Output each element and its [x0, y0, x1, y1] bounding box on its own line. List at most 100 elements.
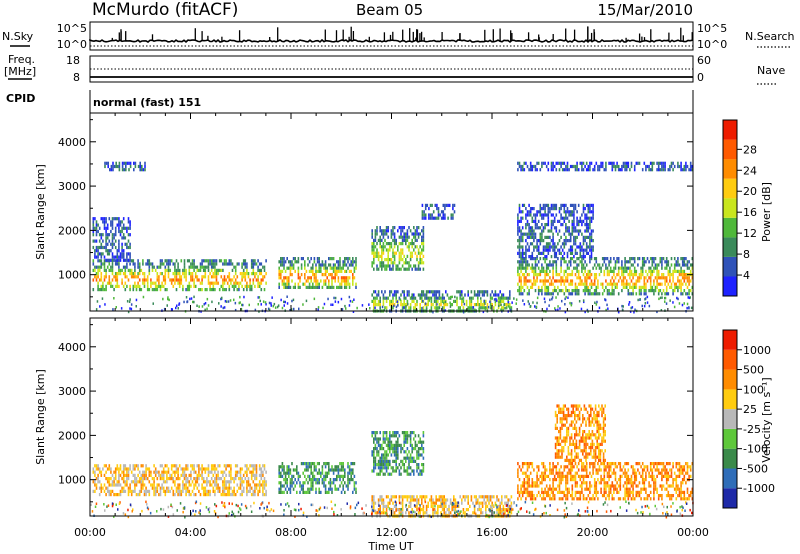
heatmap-cell	[278, 465, 280, 469]
heatmap-cell	[124, 480, 127, 484]
heatmap-cell	[520, 232, 522, 236]
heatmap-cell	[121, 168, 124, 172]
colorbar-tick-label: 16	[743, 206, 757, 219]
heatmap-cell	[408, 511, 410, 515]
heatmap-cell	[214, 259, 216, 263]
heatmap-cell	[242, 303, 244, 307]
heatmap-cell	[477, 303, 479, 307]
heatmap-cell	[616, 273, 618, 277]
heatmap-cell	[537, 273, 540, 277]
heatmap-cell	[106, 242, 109, 246]
heatmap-cell	[398, 258, 401, 262]
heatmap-cell	[589, 232, 591, 236]
heatmap-cell	[116, 249, 119, 253]
heatmap-cell	[382, 434, 385, 438]
heatmap-cell	[387, 242, 389, 246]
heatmap-cell	[134, 284, 136, 288]
heatmap-cell	[145, 486, 147, 490]
heatmap-cell	[523, 260, 526, 264]
heatmap-cell	[244, 278, 247, 282]
heatmap-cell	[417, 450, 420, 454]
heatmap-cell	[465, 303, 468, 307]
heatmap-cell	[98, 288, 101, 292]
heatmap-cell	[589, 257, 591, 261]
heatmap-cell	[577, 289, 580, 293]
heatmap-cell	[97, 464, 99, 468]
heatmap-cell	[587, 164, 590, 169]
heatmap-cell	[114, 245, 117, 250]
heatmap-cell	[651, 168, 654, 172]
heatmap-cell	[98, 233, 101, 237]
heatmap-cell	[539, 207, 542, 211]
heatmap-cell	[151, 288, 154, 292]
heatmap-cell	[405, 306, 407, 310]
heatmap-cell	[254, 486, 256, 490]
heatmap-cell	[469, 306, 471, 310]
heatmap-cell	[536, 257, 538, 261]
heatmap-cell	[382, 456, 385, 460]
heatmap-cell	[97, 284, 99, 288]
heatmap-cell	[170, 278, 173, 282]
heatmap-cell	[110, 281, 112, 285]
heatmap-cell	[403, 437, 405, 441]
heatmap-cell	[377, 303, 380, 307]
heatmap-cell	[419, 469, 421, 473]
heatmap-cell	[258, 284, 261, 288]
heatmap-cell	[627, 282, 630, 286]
heatmap-cell	[315, 263, 317, 267]
heatmap-cell	[164, 281, 167, 285]
heatmap-cell	[505, 306, 508, 310]
heatmap-cell	[641, 260, 644, 264]
heatmap-cell	[560, 216, 562, 220]
heatmap-cell	[204, 272, 207, 276]
heatmap-cell	[376, 450, 378, 454]
heatmap-cell	[566, 263, 569, 267]
heatmap-cell	[145, 464, 147, 468]
heatmap-cell	[561, 168, 564, 172]
heatmap-cell	[613, 161, 615, 165]
heatmap-cell	[339, 474, 341, 478]
heatmap-cell	[178, 464, 181, 468]
heatmap-cell	[584, 310, 586, 314]
heatmap-cell	[220, 297, 222, 301]
heatmap-cell	[373, 242, 375, 246]
heatmap-cell	[477, 299, 479, 303]
heatmap-cell	[254, 477, 256, 481]
heatmap-cell	[464, 498, 466, 502]
heatmap-cell	[234, 268, 237, 272]
heatmap-cell	[462, 311, 465, 314]
heatmap-cell	[577, 263, 580, 267]
heatmap-cell	[135, 464, 138, 468]
heatmap-cell	[265, 303, 267, 306]
heatmap-cell	[573, 207, 575, 211]
heatmap-cell	[190, 470, 192, 474]
heatmap-cell	[234, 493, 237, 497]
heatmap-cell	[434, 216, 437, 220]
heatmap-cell	[389, 443, 391, 447]
heatmap-cell	[557, 242, 559, 246]
heatmap-cell	[156, 470, 159, 474]
heatmap-cell	[127, 245, 130, 250]
heatmap-cell	[659, 276, 662, 280]
heatmap-cell	[550, 213, 553, 217]
heatmap-cell	[529, 168, 532, 172]
heatmap-cell	[462, 508, 465, 512]
heatmap-cell	[110, 249, 112, 253]
heatmap-cell	[585, 161, 588, 165]
heatmap-cell	[241, 477, 243, 481]
heatmap-cell	[178, 278, 181, 282]
heatmap-cell	[105, 245, 107, 250]
heatmap-cell	[222, 306, 224, 310]
heatmap-cell	[329, 273, 332, 277]
heatmap-cell	[308, 478, 311, 482]
heatmap-cell	[377, 440, 380, 444]
heatmap-cell	[347, 276, 349, 280]
heatmap-cell	[571, 223, 574, 227]
heatmap-cell	[374, 306, 376, 309]
heatmap-cell	[656, 276, 658, 280]
heatmap-cell	[212, 464, 215, 468]
heatmap-cell	[379, 254, 381, 258]
heatmap-cell	[371, 248, 373, 252]
heatmap-cell	[116, 262, 119, 266]
heatmap-cell	[480, 495, 482, 499]
